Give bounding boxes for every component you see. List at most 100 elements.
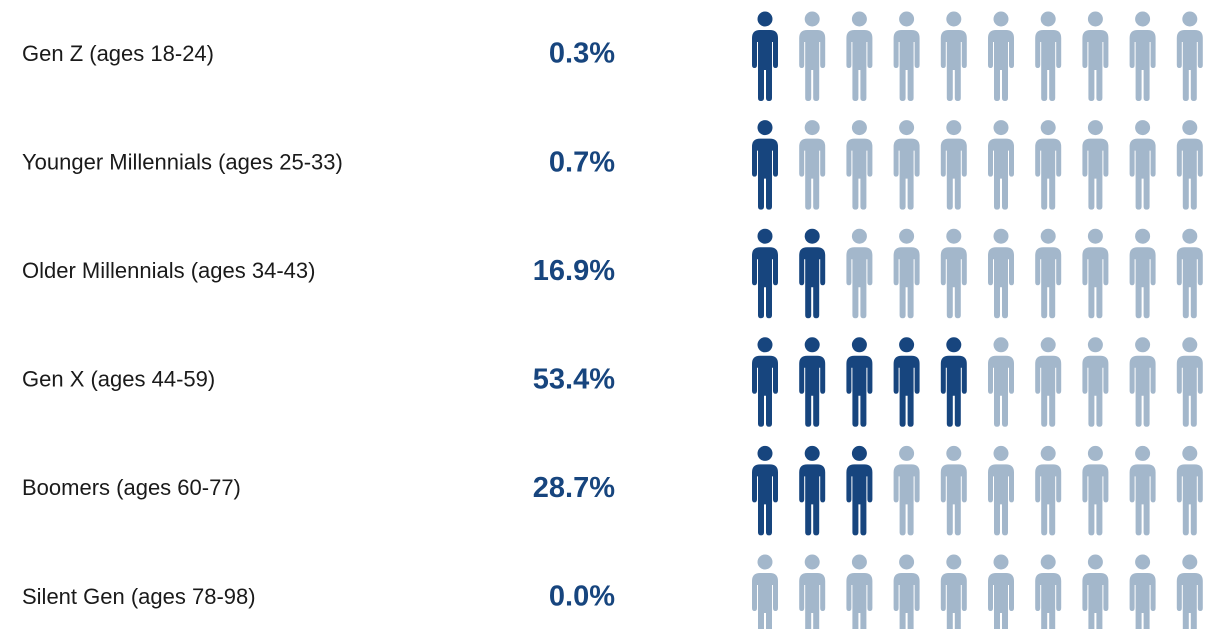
person-icon (1129, 554, 1156, 629)
person-icon (893, 11, 920, 101)
icon-head (946, 337, 962, 353)
icon-body (752, 573, 778, 629)
icon-head (1182, 445, 1198, 461)
icon-head (1087, 445, 1103, 461)
person-icon (988, 11, 1014, 101)
person-icon (1176, 337, 1203, 427)
icon-body (893, 573, 920, 629)
value-label: 16.9% (533, 255, 615, 287)
icon-head (1135, 120, 1151, 136)
icon-head (757, 554, 773, 570)
icon-head (993, 337, 1009, 353)
icon-head (1040, 337, 1056, 353)
person-icon (1176, 228, 1203, 319)
person-icon (940, 337, 967, 427)
icon-body (1082, 573, 1109, 629)
icon-head (899, 554, 915, 570)
icon-body (1176, 573, 1203, 629)
person-icon (1082, 228, 1109, 319)
icon-head (946, 445, 962, 461)
icon-body (846, 573, 873, 629)
person-icon (1082, 11, 1109, 101)
icon-body (1176, 138, 1203, 210)
icon-body (940, 138, 967, 210)
category-label: Gen X (ages 44-59) (22, 367, 215, 392)
icon-body (940, 247, 967, 319)
icon-head (757, 11, 773, 27)
icon-head (1182, 228, 1198, 244)
person-icon (752, 337, 778, 427)
person-icon (752, 554, 778, 629)
person-icon (846, 554, 873, 629)
icon-head (804, 11, 820, 27)
person-icon (1035, 445, 1062, 536)
person-icon (1176, 445, 1203, 536)
icon-head (1040, 11, 1056, 27)
person-icon (988, 228, 1014, 319)
icon-body (1129, 138, 1156, 210)
icon-body (1082, 355, 1109, 427)
person-icon (1082, 120, 1109, 210)
icon-body (988, 355, 1014, 427)
icon-body (1129, 30, 1156, 101)
icon-head (993, 120, 1009, 136)
person-icon (893, 554, 920, 629)
icon-body (1035, 30, 1062, 101)
icon-head (1040, 554, 1056, 570)
icon-head (1182, 554, 1198, 570)
person-icon (940, 445, 967, 536)
icon-body (940, 573, 967, 629)
person-icon (799, 554, 826, 629)
icon-body (799, 573, 826, 629)
icon-body (1129, 573, 1156, 629)
icon-head (993, 11, 1009, 27)
icon-head (757, 337, 773, 353)
person-icon (846, 11, 873, 101)
icon-body (846, 138, 873, 210)
icon-body (752, 30, 778, 101)
person-icon (846, 445, 873, 536)
icon-head (1182, 11, 1198, 27)
icon-body (893, 355, 920, 427)
person-icon (799, 11, 826, 101)
person-icon (752, 445, 778, 536)
icon-body (940, 464, 967, 536)
icon-body (799, 355, 826, 427)
icon-head (1135, 11, 1151, 27)
value-label: 0.3% (549, 38, 615, 70)
icon-body (846, 464, 873, 536)
icon-head (946, 554, 962, 570)
icon-head (899, 228, 915, 244)
person-icon (1129, 445, 1156, 536)
icon-head (851, 554, 867, 570)
person-icon (940, 228, 967, 319)
person-icon (799, 445, 826, 536)
icon-head (804, 337, 820, 353)
person-icon (1176, 120, 1203, 210)
icon-body (1082, 464, 1109, 536)
icon-head (804, 554, 820, 570)
person-icon (988, 445, 1014, 536)
icon-body (940, 30, 967, 101)
icon-body (1035, 573, 1062, 629)
person-icon (940, 120, 967, 210)
icon-body (1176, 464, 1203, 536)
category-label: Younger Millennials (ages 25-33) (22, 149, 343, 174)
icon-head (1135, 337, 1151, 353)
icon-head (1087, 120, 1103, 136)
person-icon (893, 120, 920, 210)
icon-head (1182, 337, 1198, 353)
person-icon (1129, 228, 1156, 319)
value-label: 28.7% (533, 472, 615, 504)
icon-body (752, 355, 778, 427)
icon-head (946, 11, 962, 27)
icon-body (988, 30, 1014, 101)
person-icon (940, 554, 967, 629)
person-icon (1035, 228, 1062, 319)
person-icon (893, 337, 920, 427)
icon-head (1135, 228, 1151, 244)
person-icon (752, 228, 778, 319)
icon-body (940, 355, 967, 427)
icon-head (946, 120, 962, 136)
icon-head (946, 228, 962, 244)
